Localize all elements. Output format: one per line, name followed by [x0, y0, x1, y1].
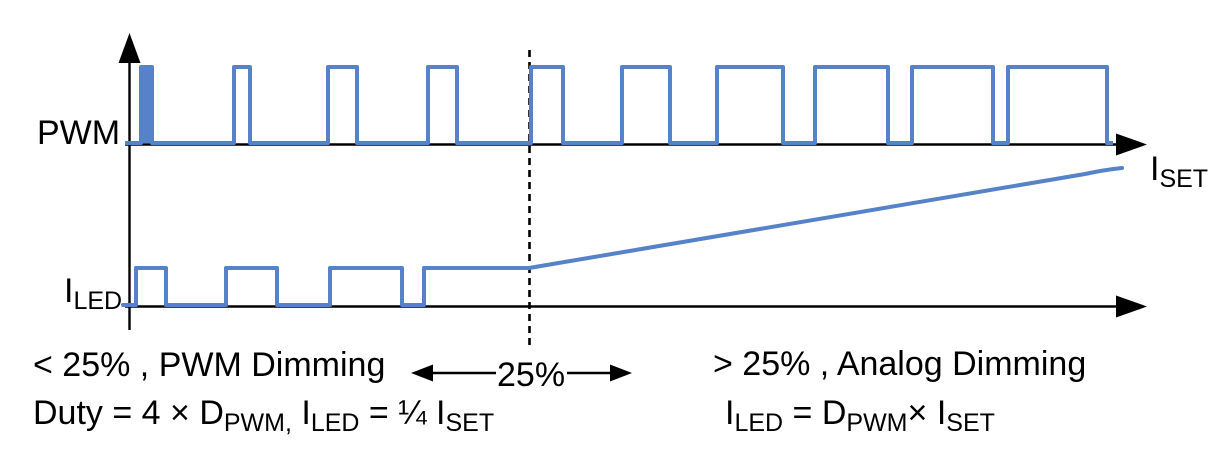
formula-subscript: PWM, [223, 409, 292, 437]
formula-subscript: SET [946, 409, 995, 437]
pwm-first-pulse-fill [139, 65, 154, 144]
formula-subscript: PWM [846, 409, 908, 437]
right-region-formula: ILED = DPWM× ISET [725, 394, 995, 436]
pwm-time-axis-arrowhead [1116, 133, 1147, 156]
formula-text: Duty = 4 × D [33, 394, 224, 432]
right-region-title: > 25% , Analog Dimming [713, 345, 1087, 383]
formula-text: I [725, 394, 735, 432]
iled-label-base: I [64, 272, 74, 310]
formula-text: × I [907, 394, 947, 432]
threshold-label: 25% [497, 356, 566, 394]
iled-time-axis-arrowhead [1116, 295, 1147, 318]
left-region-formula: Duty = 4 × DPWM, ILED = ¼ ISET [33, 394, 494, 436]
iled-waveform-trace [121, 166, 1124, 307]
iset-label-sub: SET [1159, 165, 1209, 193]
formula-text: I [291, 394, 311, 432]
formula-text: = D [783, 394, 847, 432]
left-region-title: < 25% , PWM Dimming [33, 346, 386, 384]
pwm-waveform-trace [125, 65, 1113, 145]
vertical-axis-arrowhead [118, 33, 141, 63]
threshold-arrow-right-head [610, 364, 632, 382]
iset-axis-label: ISET [1150, 150, 1208, 192]
iled-label-sub: LED [73, 287, 123, 315]
formula-subscript: LED [734, 409, 784, 437]
formula-subscript: LED [310, 409, 360, 437]
pwm-axis-label: PWM [37, 114, 121, 152]
threshold-arrow-left-head [411, 364, 433, 382]
formula-subscript: SET [445, 409, 495, 437]
iset-label-base: I [1150, 150, 1160, 188]
formula-text: = ¼ I [359, 394, 446, 432]
iled-axis-label: ILED [64, 272, 122, 314]
